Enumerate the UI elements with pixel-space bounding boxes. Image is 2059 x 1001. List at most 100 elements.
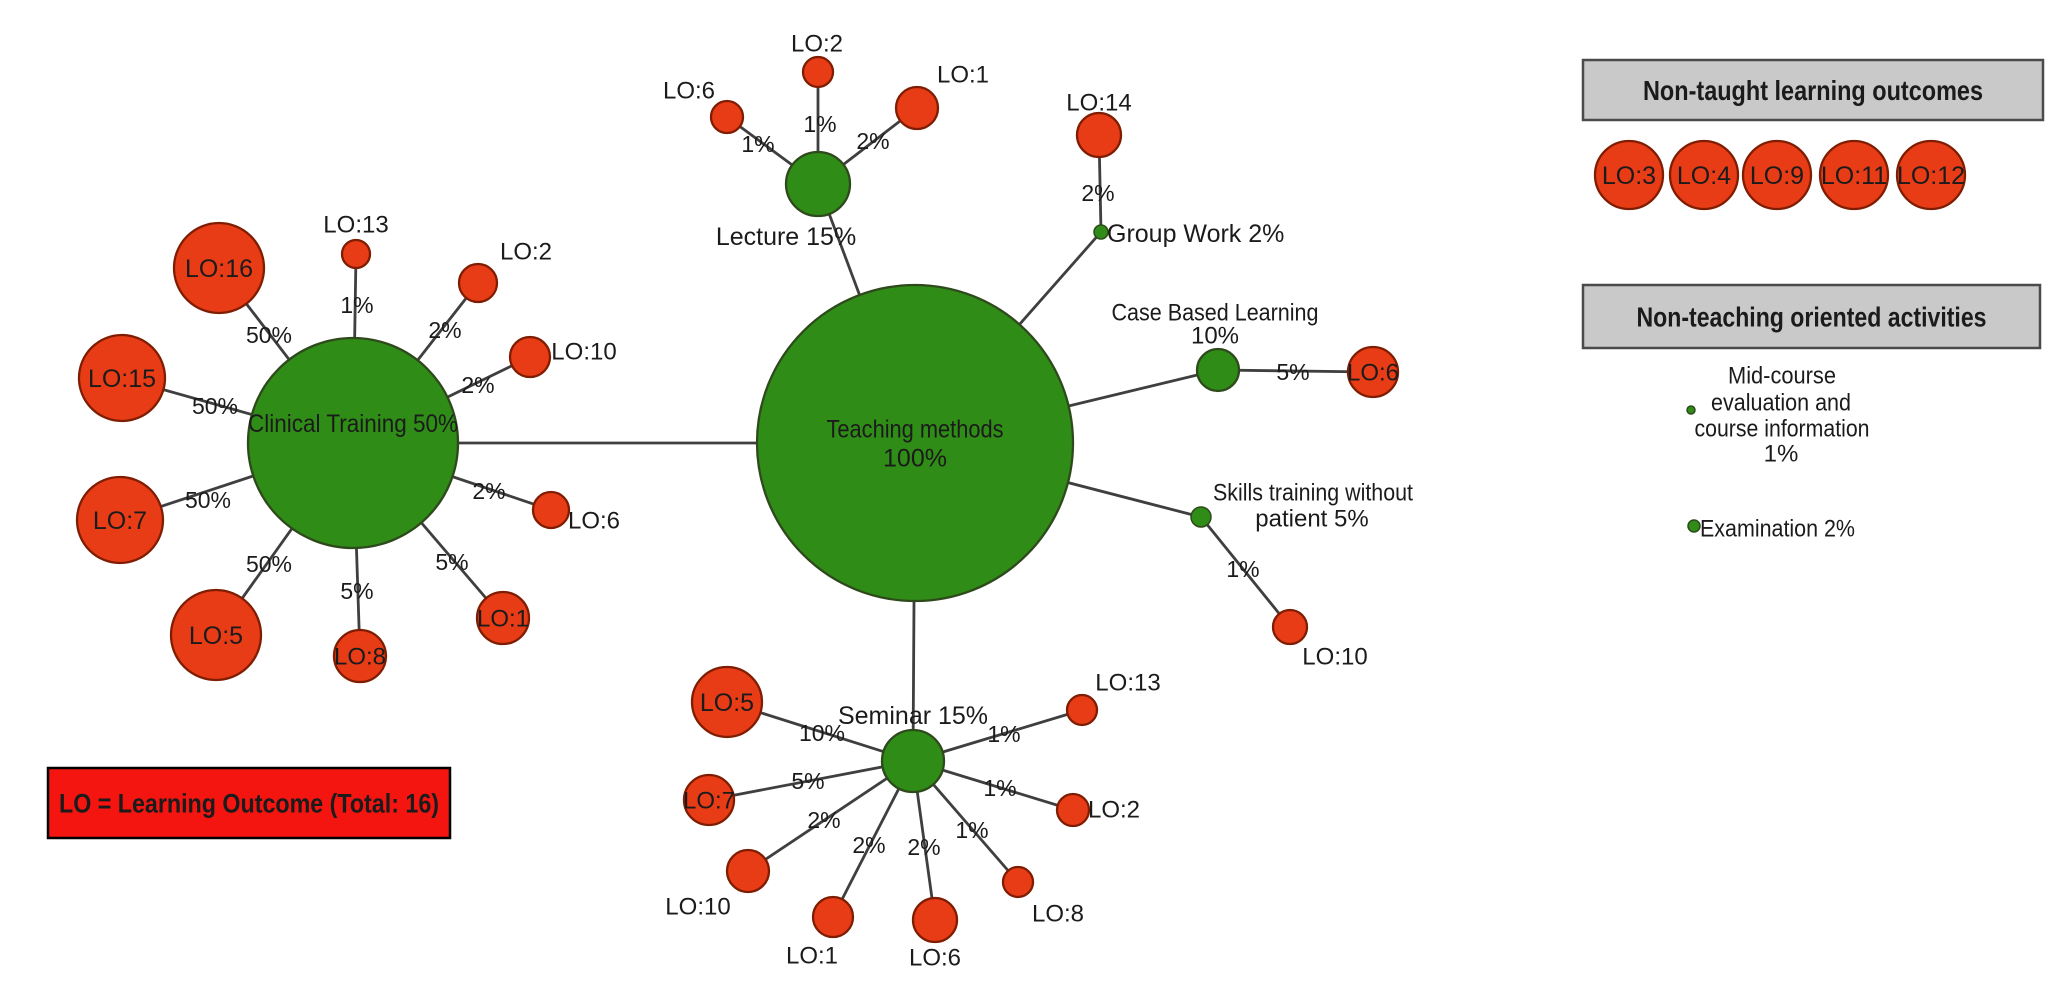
pct-lecture-lo6: 1% — [741, 131, 774, 157]
note-mid-course-line3: course information — [1695, 415, 1870, 442]
legend-header-non-taught-title: Non-taught learning outcomes — [1643, 75, 1983, 106]
node-teaching-methods — [755, 283, 1075, 603]
node-legend-lo3-label: LO:3 — [1602, 162, 1656, 190]
label-seminar-lo10: LO:10 — [665, 893, 730, 920]
node-clinical-lo2 — [457, 262, 499, 304]
node-lecture — [784, 150, 852, 218]
note-examination: Examination 2% — [1700, 515, 1855, 542]
node-legend-lo11 — [1818, 139, 1890, 211]
pct-clinical-lo13: 1% — [340, 292, 373, 318]
pct-clinical-lo5: 50% — [246, 551, 292, 577]
marker-examination — [1687, 519, 1701, 533]
node-skills-lo10 — [1271, 608, 1309, 646]
node-legend-lo4-label: LO:4 — [1677, 162, 1731, 190]
node-clinical-lo7 — [75, 475, 165, 565]
node-legend-lo4 — [1668, 139, 1740, 211]
label-seminar-lo8: LO:8 — [1032, 900, 1084, 927]
label-clinical-lo13: LO:13 — [323, 211, 388, 238]
node-clinical-lo10 — [508, 335, 552, 379]
node-seminar-lo1 — [811, 895, 855, 939]
node-clinical-lo8-label: LO:8 — [334, 643, 386, 670]
node-legend-lo9 — [1741, 139, 1813, 211]
marker-mid-course — [1686, 405, 1696, 415]
node-seminar-lo6 — [911, 896, 959, 944]
legend-header-non-teaching-title: Non-teaching oriented activities — [1637, 301, 1987, 332]
node-legend-lo12 — [1895, 139, 1967, 211]
label-clinical-lo2: LO:2 — [500, 238, 552, 265]
node-clinical-lo16 — [172, 221, 266, 315]
node-legend-lo12-label: LO:12 — [1897, 162, 1965, 190]
node-seminar-lo5 — [690, 665, 764, 739]
node-clinical-lo15 — [77, 333, 167, 423]
node-lecture-lo2 — [801, 55, 835, 89]
node-seminar — [880, 728, 946, 794]
label-lecture: Lecture 15% — [716, 223, 856, 251]
node-clinical-lo15-label: LO:15 — [88, 365, 156, 393]
pct-seminar-lo13: 1% — [987, 721, 1020, 747]
pct-seminar-lo5: 10% — [799, 720, 845, 746]
node-clinical-lo13 — [340, 238, 372, 270]
pct-skills-lo10: 1% — [1226, 556, 1259, 582]
pct-clinical-lo1: 5% — [435, 549, 468, 575]
node-lecture-lo6 — [709, 99, 745, 135]
node-skills-training — [1190, 506, 1212, 528]
node-group-work — [1093, 224, 1109, 240]
pct-case-based-lo6: 5% — [1276, 359, 1309, 385]
label-skills-lo10: LO:10 — [1302, 643, 1367, 670]
node-clinical-training-label: Clinical Training 50% — [248, 410, 458, 438]
label-case-based-line1: Case Based Learning — [1112, 299, 1319, 326]
note-mid-course-line2: evaluation and — [1711, 389, 1851, 416]
edge-seminar-to-se-lo7 — [708, 759, 914, 802]
label-group-work-lo14: LO:14 — [1066, 89, 1131, 116]
node-seminar-lo5-label: LO:5 — [700, 689, 754, 717]
node-case-based-learning — [1195, 347, 1241, 393]
pct-clinical-lo15: 50% — [192, 393, 238, 419]
label-group-work: Group Work 2% — [1107, 220, 1284, 248]
node-seminar-lo7-label: LO:7 — [683, 787, 735, 814]
pct-seminar-lo1: 2% — [852, 832, 885, 858]
node-lecture-lo1 — [894, 85, 940, 131]
pct-clinical-lo8: 5% — [340, 578, 373, 604]
pct-clinical-lo2: 2% — [428, 317, 461, 343]
node-legend-lo3 — [1593, 139, 1665, 211]
node-teaching-methods-label: Teaching methods 100% — [827, 415, 1004, 472]
note-mid-course-line1: Mid-course — [1728, 362, 1836, 389]
label-seminar-lo6: LO:6 — [909, 944, 961, 971]
pct-clinical-lo6: 2% — [472, 478, 505, 504]
node-clinical-lo6 — [531, 490, 571, 530]
node-seminar-lo7 — [682, 773, 736, 827]
legend-note-lo-definition-title: LO = Learning Outcome (Total: 16) — [59, 788, 439, 818]
node-seminar-lo8 — [1001, 865, 1035, 899]
pct-seminar-lo10: 2% — [807, 807, 840, 833]
label-seminar: Seminar 15% — [838, 702, 988, 730]
node-legend-lo11-label: LO:11 — [1821, 162, 1887, 190]
node-case-based-lo6 — [1346, 345, 1400, 399]
pct-seminar-lo8: 1% — [955, 817, 988, 843]
node-clinical-lo5-label: LO:5 — [189, 622, 243, 650]
pct-lecture-lo2: 1% — [803, 111, 836, 137]
label-lecture-lo2: LO:2 — [791, 30, 843, 57]
pct-seminar-lo6: 2% — [907, 834, 940, 860]
node-clinical-lo1 — [475, 590, 531, 646]
node-group-work-lo14 — [1075, 111, 1123, 159]
note-mid-course-line4: 1% — [1764, 440, 1799, 467]
pct-clinical-lo10: 2% — [461, 372, 494, 398]
label-case-based-line2: 10% — [1191, 322, 1239, 349]
node-case-based-lo6-label: LO:6 — [1347, 359, 1399, 386]
legend-note-lo-definition — [46, 766, 452, 840]
node-legend-lo9-label: LO:9 — [1750, 162, 1804, 190]
node-clinical-lo7-label: LO:7 — [93, 507, 147, 535]
pct-seminar-lo7: 5% — [791, 768, 824, 794]
pct-seminar-lo2: 1% — [983, 775, 1016, 801]
label-seminar-lo2: LO:2 — [1088, 796, 1140, 823]
node-clinical-training — [246, 336, 460, 550]
node-seminar-lo2 — [1055, 792, 1091, 828]
edge-seminar-to-se-lo10 — [747, 759, 914, 873]
label-seminar-lo1: LO:1 — [786, 942, 838, 969]
label-clinical-lo6: LO:6 — [568, 507, 620, 534]
legend-header-non-teaching — [1581, 283, 2042, 350]
node-clinical-lo8 — [332, 628, 388, 684]
pct-clinical-lo16: 50% — [246, 322, 292, 348]
